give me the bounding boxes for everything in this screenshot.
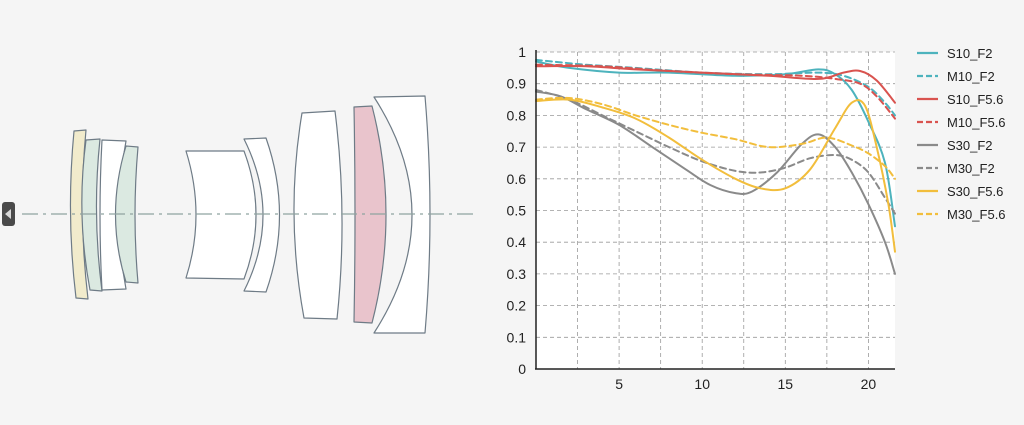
x-tick-label: 20 bbox=[861, 376, 877, 392]
legend-label-s10-f2: S10_F2 bbox=[947, 46, 993, 61]
series-line-s10-f5-6 bbox=[535, 65, 896, 104]
mtf-chart: 0 0.1 0.2 0.3 0.4 0.5 0.6 0.7 0.8 0.9 1 5 10 15 20 bbox=[507, 44, 896, 392]
triangle-left-icon bbox=[5, 209, 11, 219]
y-tick-label: 0.7 bbox=[507, 139, 527, 155]
lens-element-8 bbox=[353, 105, 387, 324]
x-tick-labels: 5 10 15 20 bbox=[615, 376, 876, 392]
series-line-m10-f5-6 bbox=[535, 63, 896, 120]
y-tick-label: 0.4 bbox=[507, 234, 527, 250]
chart-legend: S10_F2 M10_F2 S10_F5.6 M10_F5.6 S30_F2 M30_F2… bbox=[917, 46, 1006, 222]
y-tick-label: 0.9 bbox=[507, 76, 527, 92]
legend-label-m30-f5-6: M30_F5.6 bbox=[947, 207, 1006, 222]
y-tick-label: 0 bbox=[518, 361, 526, 377]
y-tick-label: 1 bbox=[518, 44, 526, 60]
y-tick-label: 0.1 bbox=[507, 329, 527, 345]
y-tick-label: 0.5 bbox=[507, 203, 527, 219]
y-tick-label: 0.2 bbox=[507, 298, 527, 314]
legend-label-s30-f2: S30_F2 bbox=[947, 138, 993, 153]
series-layer bbox=[535, 58, 896, 275]
y-tick-label: 0.8 bbox=[507, 107, 527, 123]
x-tick-label: 15 bbox=[778, 376, 794, 392]
y-tick-label: 0.3 bbox=[507, 266, 527, 282]
series-line-s30-f5-6 bbox=[535, 98, 896, 253]
y-tick-label: 0.6 bbox=[507, 171, 527, 187]
series-line-m30-f2 bbox=[535, 89, 896, 215]
y-tick-labels: 0 0.1 0.2 0.3 0.4 0.5 0.6 0.7 0.8 0.9 1 bbox=[507, 44, 527, 377]
lens-construction-diagram bbox=[69, 95, 431, 334]
grid-layer bbox=[536, 51, 895, 369]
lens-element-6 bbox=[243, 137, 281, 293]
series-line-s30-f2 bbox=[535, 90, 896, 275]
legend-label-m10-f5-6: M10_F5.6 bbox=[947, 115, 1006, 130]
plot-area bbox=[536, 52, 895, 369]
lens-element-7 bbox=[293, 110, 343, 320]
lens-element-9 bbox=[373, 95, 431, 334]
series-line-m30-f5-6 bbox=[535, 96, 896, 180]
lens-element-5 bbox=[185, 150, 257, 280]
lens-element-2 bbox=[81, 138, 103, 292]
legend-label-m10-f2: M10_F2 bbox=[947, 69, 995, 84]
x-tick-label: 10 bbox=[694, 376, 710, 392]
legend-label-s30-f5-6: S30_F5.6 bbox=[947, 184, 1003, 199]
legend-label-m30-f2: M30_F2 bbox=[947, 161, 995, 176]
x-tick-label: 5 bbox=[615, 376, 623, 392]
lens-element-4 bbox=[114, 145, 139, 284]
legend-label-s10-f5-6: S10_F5.6 bbox=[947, 92, 1003, 107]
collapse-panel-button[interactable] bbox=[2, 202, 15, 226]
